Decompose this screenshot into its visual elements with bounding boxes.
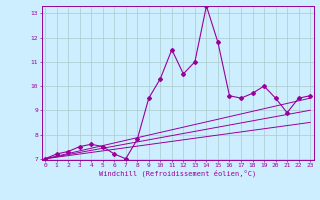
X-axis label: Windchill (Refroidissement éolien,°C): Windchill (Refroidissement éolien,°C): [99, 170, 256, 177]
